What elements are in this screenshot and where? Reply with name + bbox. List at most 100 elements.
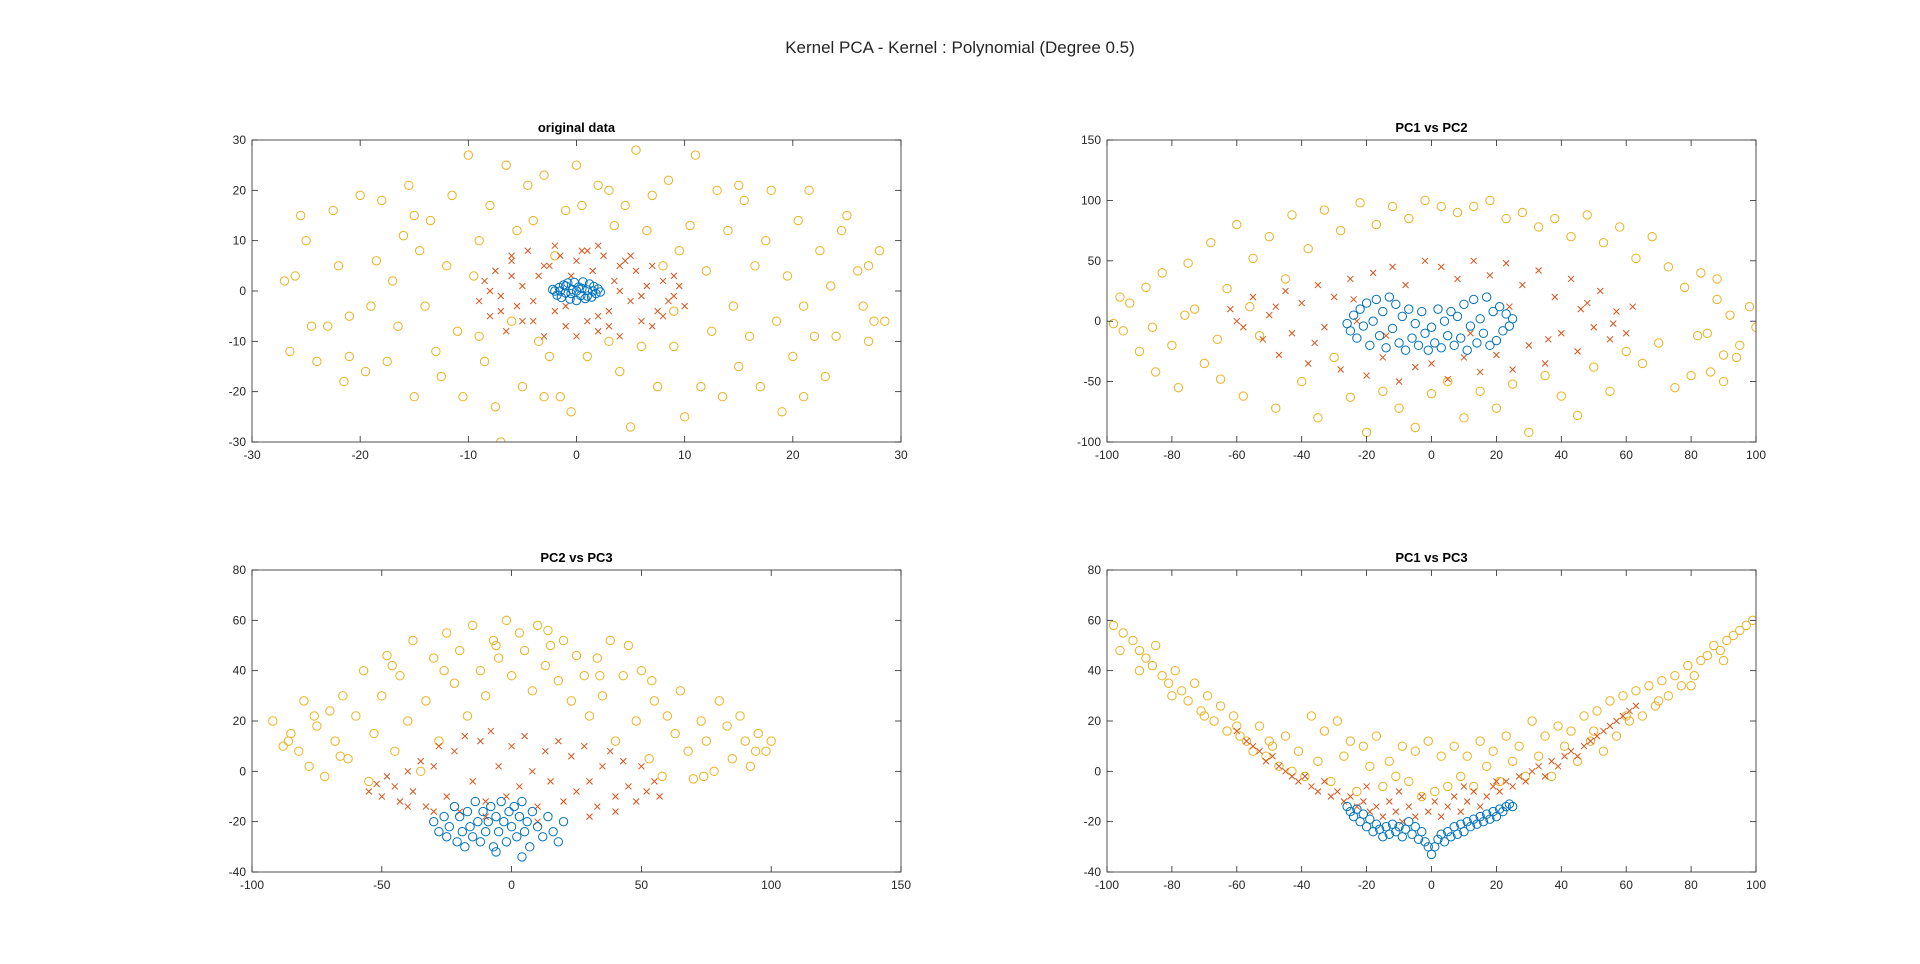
data-point bbox=[1470, 788, 1478, 795]
data-point bbox=[1631, 686, 1641, 696]
data-point bbox=[648, 322, 656, 330]
data-point bbox=[1670, 671, 1680, 681]
data-point bbox=[1303, 244, 1313, 254]
data-point bbox=[1475, 314, 1485, 324]
data-point bbox=[627, 252, 634, 260]
data-point bbox=[1365, 814, 1375, 824]
data-point bbox=[688, 774, 699, 784]
data-point bbox=[1321, 778, 1328, 785]
data-point bbox=[1468, 294, 1479, 305]
data-point bbox=[612, 808, 619, 815]
data-point bbox=[1254, 721, 1265, 731]
data-point bbox=[1115, 645, 1125, 656]
data-point bbox=[409, 210, 419, 221]
data-point bbox=[1423, 736, 1433, 746]
data-point bbox=[539, 392, 549, 402]
data-point bbox=[1319, 205, 1330, 215]
data-point bbox=[554, 737, 562, 745]
data-point bbox=[475, 837, 486, 847]
data-point bbox=[540, 332, 548, 340]
data-point bbox=[1650, 701, 1661, 711]
x-tick-label: 80 bbox=[1684, 878, 1698, 892]
data-point bbox=[467, 832, 478, 842]
data-point bbox=[1261, 751, 1271, 761]
data-point bbox=[1394, 822, 1404, 832]
data-point bbox=[1426, 322, 1437, 332]
data-point bbox=[1232, 219, 1242, 230]
data-point bbox=[1460, 783, 1468, 790]
data-point bbox=[532, 822, 543, 832]
data-point bbox=[285, 346, 295, 357]
data-point bbox=[1437, 263, 1445, 271]
data-point bbox=[1358, 741, 1369, 751]
data-point bbox=[1579, 711, 1589, 721]
data-point bbox=[1209, 716, 1219, 726]
data-point bbox=[398, 230, 409, 241]
data-point bbox=[1493, 351, 1500, 359]
data-point bbox=[869, 316, 879, 326]
data-point bbox=[1387, 323, 1398, 334]
data-point bbox=[727, 754, 737, 764]
series-middle bbox=[475, 242, 689, 340]
x-tick-label: -40 bbox=[1293, 448, 1311, 462]
data-point bbox=[538, 832, 548, 842]
data-point bbox=[1378, 386, 1388, 396]
data-point bbox=[1439, 837, 1450, 847]
data-point bbox=[809, 331, 820, 341]
data-point bbox=[1410, 746, 1420, 756]
data-point bbox=[696, 716, 706, 726]
series-middle bbox=[1233, 702, 1640, 826]
data-point bbox=[1288, 773, 1296, 780]
data-point bbox=[699, 771, 709, 782]
x-tick-label: -60 bbox=[1228, 448, 1246, 462]
data-point bbox=[1394, 338, 1404, 348]
data-point bbox=[1567, 747, 1575, 755]
data-point bbox=[1382, 332, 1390, 340]
data-point bbox=[567, 272, 575, 280]
data-point bbox=[1535, 267, 1542, 274]
data-point bbox=[501, 837, 512, 847]
data-point bbox=[659, 312, 667, 320]
data-point bbox=[638, 292, 645, 300]
data-point bbox=[551, 242, 559, 250]
data-point bbox=[734, 361, 744, 372]
data-point bbox=[1527, 716, 1537, 726]
data-point bbox=[662, 711, 673, 721]
data-point bbox=[1491, 403, 1502, 413]
data-point bbox=[312, 721, 322, 731]
data-point bbox=[609, 220, 620, 231]
data-point bbox=[283, 736, 294, 746]
data-point bbox=[1374, 330, 1385, 341]
data-point bbox=[429, 653, 439, 663]
data-point bbox=[1670, 382, 1680, 393]
data-point bbox=[465, 822, 475, 832]
data-point bbox=[1134, 346, 1145, 357]
data-point bbox=[333, 261, 344, 271]
data-point bbox=[632, 798, 640, 805]
data-point bbox=[580, 742, 588, 750]
data-point bbox=[1167, 340, 1177, 351]
data-point bbox=[659, 277, 667, 285]
data-point bbox=[577, 283, 587, 294]
data-point bbox=[1676, 681, 1687, 691]
subplot-2: -100 -80 -60 -40 -20 0 20 40 60 80 100 -100 -50 0 50 10… bbox=[1077, 120, 1766, 462]
x-tick-label: 40 bbox=[1555, 878, 1569, 892]
data-point bbox=[1590, 323, 1598, 331]
data-point bbox=[1206, 237, 1216, 248]
data-point bbox=[1592, 706, 1602, 716]
data-point bbox=[1600, 727, 1607, 735]
data-point bbox=[1297, 376, 1307, 387]
x-tick-label: 30 bbox=[894, 448, 908, 462]
data-point bbox=[1288, 329, 1296, 337]
data-point bbox=[1202, 691, 1213, 701]
data-point bbox=[278, 741, 288, 751]
data-point bbox=[504, 806, 514, 817]
data-point bbox=[1321, 323, 1328, 331]
data-point bbox=[1553, 721, 1563, 731]
data-point bbox=[798, 301, 809, 311]
data-point bbox=[1411, 813, 1419, 820]
data-point bbox=[615, 366, 625, 377]
data-point bbox=[1637, 358, 1648, 369]
y-tick-label: -20 bbox=[229, 815, 247, 829]
y-tick-label: -40 bbox=[229, 865, 247, 879]
